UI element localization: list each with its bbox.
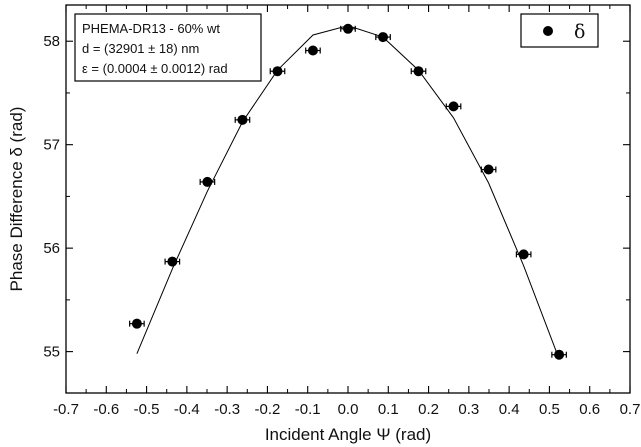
x-tick-label: -0.4 [174,401,200,418]
y-axis-title: Phase Difference δ (rad) [7,107,26,292]
point-marker [448,101,459,112]
info-box: PHEMA-DR13 - 60% wt d = (32901 ± 18) nm … [74,13,262,82]
point-marker [378,32,389,43]
point-marker [272,66,283,77]
data-point [269,66,286,77]
x-tick-label: -0.2 [254,401,280,418]
legend-frame [520,13,599,48]
x-tick-label: 0.0 [338,401,359,418]
data-point [164,256,181,267]
data-point [480,164,497,175]
point-marker [554,349,565,360]
legend: δ [520,13,599,48]
info-line-thickness: d = (32901 ± 18) nm [82,41,199,56]
y-tick-label: 58 [43,33,60,50]
info-line-sample: PHEMA-DR13 - 60% wt [82,21,220,36]
point-marker [483,164,494,175]
data-point [375,32,391,43]
info-box-frame [74,13,262,82]
point-marker [202,176,213,187]
x-tick-label: -0.3 [214,401,240,418]
point-marker [343,23,353,34]
data-point [445,101,462,112]
data-point [305,45,321,56]
data-point [410,66,427,77]
x-tick-label: 0.5 [539,401,560,418]
point-marker [237,114,248,125]
x-tick-label: -0.1 [295,401,321,418]
x-tick-label: 0.6 [579,401,600,418]
x-tick-label: 0.3 [458,401,479,418]
x-tick-label: 0.2 [418,401,439,418]
data-point [340,23,356,34]
point-marker [167,256,178,267]
y-tick-label: 55 [43,344,60,361]
info-line-epsilon: ε = (0.0004 ± 0.0012) rad [82,61,228,76]
point-marker [518,249,529,260]
data-point [551,349,567,360]
x-axis-title: Incident Angle Ψ (rad) [265,425,431,444]
x-tick-label: -0.5 [134,401,160,418]
y-tick-label: 57 [43,137,60,154]
axis-ticks-layer: -0.7 -0.6 -0.5 -0.4 -0.3 -0.2 -0.1 0.0 0.1 0.2 0.3… [43,5,640,418]
point-marker [131,318,142,329]
data-points-layer [129,23,567,360]
x-tick-label: -0.6 [93,401,119,418]
data-point [129,318,145,329]
data-point [234,114,251,125]
legend-marker [543,26,553,36]
x-tick-label: 0.1 [378,401,399,418]
y-tick-label: 56 [43,240,60,257]
x-tick-label: -0.7 [53,401,79,418]
data-point [515,249,532,260]
point-marker [413,66,424,77]
x-tick-label: 0.7 [620,401,641,418]
data-point [199,176,216,187]
point-marker [307,45,318,56]
legend-label: δ [574,21,585,43]
x-tick-label: 0.4 [499,401,520,418]
